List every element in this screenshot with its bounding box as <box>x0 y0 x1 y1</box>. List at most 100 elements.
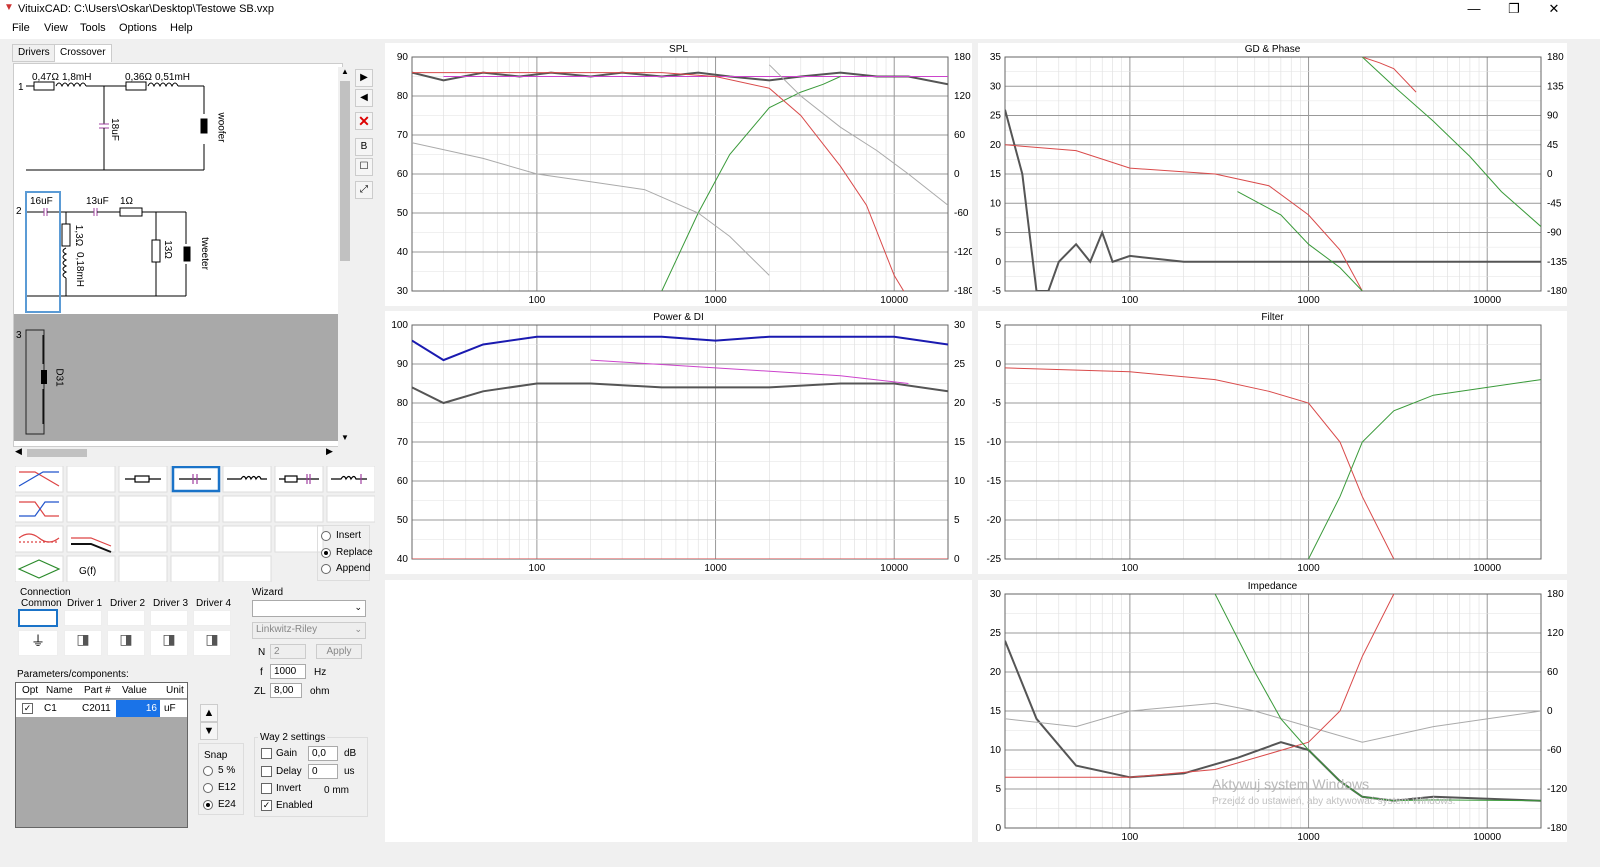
wizard-n-select[interactable]: 2 <box>270 644 306 659</box>
connection-driver2: Driver 2 <box>110 598 146 609</box>
hscroll-thumb[interactable] <box>27 449 87 457</box>
connection-driver4-button[interactable] <box>193 610 231 626</box>
move-right-button[interactable]: ▶ <box>355 69 373 87</box>
y-tick-label: 70 <box>397 437 409 448</box>
x-tick-label: 1000 <box>1297 832 1320 842</box>
snap-e24-radio[interactable] <box>203 800 213 810</box>
scroll-left-arrow[interactable]: ◀ <box>15 446 22 456</box>
close-button[interactable]: ✕ <box>1548 1 1560 16</box>
way1-r1-label: 0,47Ω <box>32 72 59 83</box>
series-line-gray <box>1005 109 1541 291</box>
series-line-green <box>1308 379 1541 559</box>
scroll-thumb[interactable] <box>340 81 350 261</box>
invert-mm-readout: 0 mm <box>324 785 349 796</box>
maximize-button[interactable]: ❐ <box>1508 1 1520 16</box>
connection-driver3-button[interactable] <box>150 610 188 626</box>
y2-tick-label: -120 <box>1547 784 1567 795</box>
wizard-f-input[interactable] <box>270 664 306 679</box>
table-row[interactable]: ✓ C1 C2011 16 uF <box>16 700 187 717</box>
row-down-button[interactable]: ▼ <box>200 722 218 740</box>
enabled-checkbox[interactable]: ✓ <box>261 800 272 811</box>
connection-driver1-button[interactable] <box>64 610 102 626</box>
ground-icon[interactable]: ⏚ <box>18 630 58 656</box>
menu-options[interactable]: Options <box>119 22 157 34</box>
filter-chart-title: Filter <box>1261 312 1284 323</box>
snap-e12-radio[interactable] <box>203 783 213 793</box>
schematic-vscrollbar[interactable]: ▲ ▼ <box>338 67 352 447</box>
spl-chart[interactable]: 30 40 50 60 70 80 90 -180 -120 -60 0 60 120 180 100 100… <box>385 43 975 306</box>
delay-input[interactable] <box>308 764 338 779</box>
driver4-speaker-icon[interactable]: ◨ <box>193 630 231 656</box>
params-label: Parameters/components: <box>17 669 129 680</box>
x-tick-label: 10000 <box>1473 563 1501 574</box>
series-line-green <box>1214 594 1541 802</box>
minimize-button[interactable]: — <box>1467 1 1481 16</box>
x-tick-label: 100 <box>1122 295 1139 306</box>
fit-view-icon[interactable]: ⤢ <box>355 181 373 199</box>
menu-tools[interactable]: Tools <box>80 22 106 34</box>
col-value: Value <box>122 685 147 696</box>
move-left-button[interactable]: ◀ <box>355 89 373 107</box>
connection-common-button[interactable] <box>18 609 58 627</box>
y2-tick-label: -180 <box>1547 286 1567 297</box>
wizard-apply-button[interactable]: Apply <box>316 644 362 659</box>
tab-drivers[interactable]: Drivers <box>12 44 56 62</box>
snap-5pct-radio[interactable] <box>203 766 213 776</box>
chevron-down-icon: ⌄ <box>354 602 362 612</box>
gd-phase-chart[interactable]: -5 0 5 10 15 20 25 30 35 -180 -135 -90 -45 0 45 90 135 18… <box>978 43 1568 306</box>
driver1-speaker-icon[interactable]: ◨ <box>64 630 102 656</box>
y2-tick-label: 0 <box>1547 169 1553 180</box>
x-tick-label: 100 <box>1122 832 1139 842</box>
tab-crossover[interactable]: Crossover <box>54 44 112 62</box>
driver3-speaker-icon[interactable]: ◨ <box>150 630 188 656</box>
filter-chart[interactable]: -25 -20 -15 -10 -5 0 5 100 1000 10000 <box>978 311 1567 574</box>
y-tick-label: 5 <box>995 784 1001 795</box>
row-opt-checkbox[interactable]: ✓ <box>22 703 33 714</box>
connection-driver2-button[interactable] <box>107 610 145 626</box>
y2-tick-label: 180 <box>1547 52 1564 63</box>
row-part: C2011 <box>82 703 111 714</box>
menu-view[interactable]: View <box>44 22 68 34</box>
y2-tick-label: 60 <box>954 130 966 141</box>
snap-5pct-label: 5 % <box>218 765 236 776</box>
way1-driver-label: woofer <box>215 112 227 143</box>
scroll-down-arrow[interactable]: ▼ <box>341 433 349 442</box>
menu-file[interactable]: File <box>12 22 30 34</box>
delay-checkbox[interactable] <box>261 766 272 777</box>
menu-help[interactable]: Help <box>170 22 193 34</box>
schematic-hscrollbar[interactable]: ◀ ▶ <box>13 446 338 459</box>
replace-radio[interactable] <box>321 548 331 558</box>
scroll-right-arrow[interactable]: ▶ <box>326 446 333 456</box>
menu-bar: File View Tools Options Help <box>0 20 1600 39</box>
y2-tick-label: 180 <box>954 52 971 63</box>
row-up-button[interactable]: ▲ <box>200 704 218 722</box>
y2-tick-label: -60 <box>954 208 969 219</box>
gain-checkbox[interactable] <box>261 748 272 759</box>
series-line-blue <box>412 335 948 362</box>
wizard-filter-select[interactable]: Linkwitz-Riley ⌄ <box>252 622 366 639</box>
impedance-chart[interactable]: 0 5 10 15 20 25 30 -180 -120 -60 0 60 120 180 100 1000 1… <box>978 580 1568 843</box>
row-value[interactable]: 16 <box>116 700 160 717</box>
connection-driver3: Driver 3 <box>153 598 189 609</box>
invert-checkbox[interactable] <box>261 783 272 794</box>
delete-icon[interactable]: ✕ <box>355 112 373 130</box>
wizard-zl-input[interactable] <box>270 683 302 698</box>
y-tick-label: -20 <box>987 515 1002 526</box>
y2-tick-label: 90 <box>1547 111 1559 122</box>
driver2-speaker-icon[interactable]: ◨ <box>107 630 145 656</box>
y-tick-label: 100 <box>391 320 408 331</box>
scroll-up-arrow[interactable]: ▲ <box>341 67 349 76</box>
insert-radio[interactable] <box>321 531 331 541</box>
frame-button[interactable]: ☐ <box>355 158 373 176</box>
y-tick-label: 10 <box>990 745 1002 756</box>
y2-tick-label: 120 <box>1547 628 1564 639</box>
schematic-canvas[interactable] <box>13 63 343 447</box>
way2-r3-label: 13Ω <box>161 240 173 259</box>
append-radio[interactable] <box>321 564 331 574</box>
x-tick-label: 10000 <box>880 563 908 574</box>
y2-tick-label: -180 <box>1547 823 1567 834</box>
gain-input[interactable] <box>308 746 338 761</box>
bypass-button[interactable]: B <box>355 138 373 156</box>
wizard-type-select[interactable]: ⌄ <box>252 600 366 617</box>
